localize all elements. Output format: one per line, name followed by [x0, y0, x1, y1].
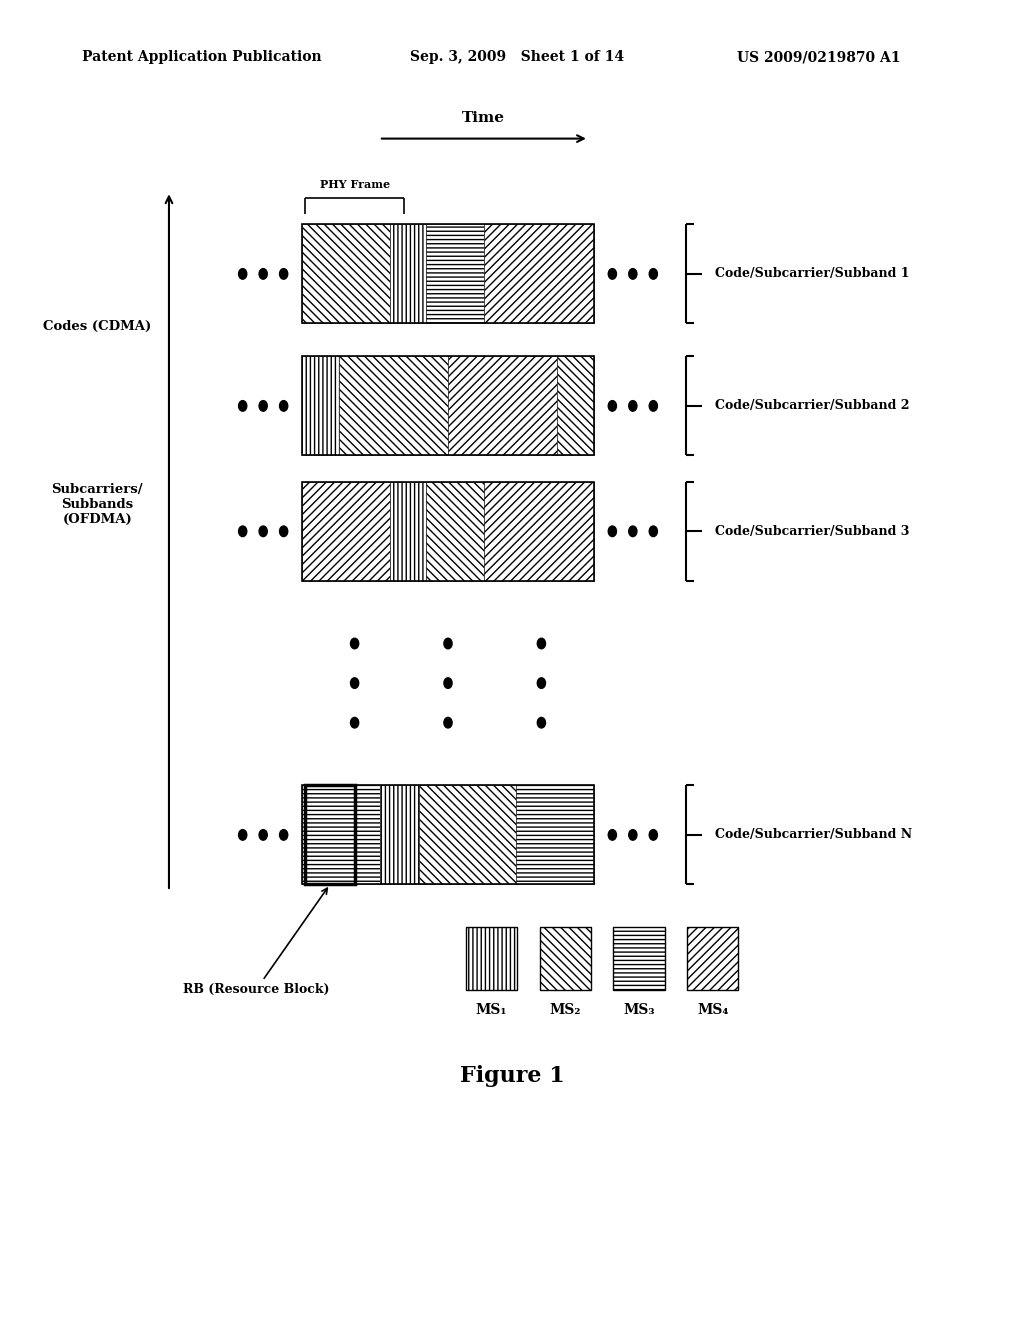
Bar [302, 356, 594, 455]
Bar [419, 785, 516, 884]
Bar [339, 356, 449, 455]
Bar [302, 224, 389, 323]
Circle shape [239, 269, 247, 280]
Bar [302, 482, 389, 581]
Circle shape [444, 638, 453, 648]
Bar [302, 785, 380, 884]
Circle shape [259, 269, 267, 280]
Bar [302, 785, 594, 884]
Bar [302, 356, 339, 455]
Circle shape [629, 525, 637, 536]
Circle shape [444, 718, 453, 727]
Bar [540, 927, 591, 990]
Bar [516, 785, 594, 884]
Bar [380, 785, 419, 884]
Text: RB (Resource Block): RB (Resource Block) [182, 888, 330, 997]
Circle shape [629, 269, 637, 280]
Circle shape [239, 830, 247, 841]
Bar [687, 927, 738, 990]
Circle shape [608, 269, 616, 280]
Text: Code/Subcarrier/Subband 2: Code/Subcarrier/Subband 2 [715, 400, 909, 412]
Circle shape [239, 525, 247, 536]
Text: Code/Subcarrier/Subband N: Code/Subcarrier/Subband N [715, 829, 912, 841]
Text: US 2009/0219870 A1: US 2009/0219870 A1 [737, 50, 901, 65]
Bar [426, 224, 484, 323]
Circle shape [350, 678, 358, 688]
Circle shape [280, 401, 288, 412]
Circle shape [280, 525, 288, 536]
Circle shape [350, 718, 358, 727]
Circle shape [629, 401, 637, 412]
Circle shape [538, 718, 546, 727]
Circle shape [280, 269, 288, 280]
Bar [613, 927, 665, 990]
Circle shape [239, 401, 247, 412]
Bar [613, 927, 665, 990]
Bar [540, 927, 591, 990]
Text: MS₄: MS₄ [697, 1003, 728, 1018]
Circle shape [649, 401, 657, 412]
Bar [389, 482, 426, 581]
Circle shape [649, 525, 657, 536]
Circle shape [608, 525, 616, 536]
Bar [426, 482, 484, 581]
Text: Patent Application Publication: Patent Application Publication [82, 50, 322, 65]
Bar [466, 927, 517, 990]
Circle shape [350, 638, 358, 648]
Text: PHY Frame: PHY Frame [319, 180, 390, 190]
Text: Time: Time [463, 111, 505, 125]
Text: MS₃: MS₃ [624, 1003, 654, 1018]
Text: MS₁: MS₁ [476, 1003, 507, 1018]
Circle shape [259, 525, 267, 536]
Circle shape [280, 830, 288, 841]
Bar [305, 785, 354, 884]
Bar [687, 927, 738, 990]
Bar [484, 482, 594, 581]
Circle shape [649, 269, 657, 280]
Text: Figure 1: Figure 1 [460, 1065, 564, 1086]
Bar [466, 927, 517, 990]
Circle shape [629, 830, 637, 841]
Bar [484, 224, 594, 323]
Circle shape [259, 830, 267, 841]
Bar [557, 356, 594, 455]
Bar [389, 224, 426, 323]
Circle shape [259, 401, 267, 412]
Text: Codes (CDMA): Codes (CDMA) [43, 321, 152, 333]
Bar [449, 356, 557, 455]
Circle shape [538, 678, 546, 688]
Bar [302, 482, 594, 581]
Text: MS₂: MS₂ [550, 1003, 581, 1018]
Text: Code/Subcarrier/Subband 1: Code/Subcarrier/Subband 1 [715, 268, 909, 280]
Circle shape [608, 401, 616, 412]
Text: Code/Subcarrier/Subband 3: Code/Subcarrier/Subband 3 [715, 525, 909, 537]
Text: Sep. 3, 2009   Sheet 1 of 14: Sep. 3, 2009 Sheet 1 of 14 [410, 50, 624, 65]
Text: Subcarriers/
Subbands
(OFDMA): Subcarriers/ Subbands (OFDMA) [51, 483, 143, 527]
Circle shape [608, 830, 616, 841]
Circle shape [444, 678, 453, 688]
Bar [302, 224, 594, 323]
Circle shape [649, 830, 657, 841]
Circle shape [538, 638, 546, 648]
